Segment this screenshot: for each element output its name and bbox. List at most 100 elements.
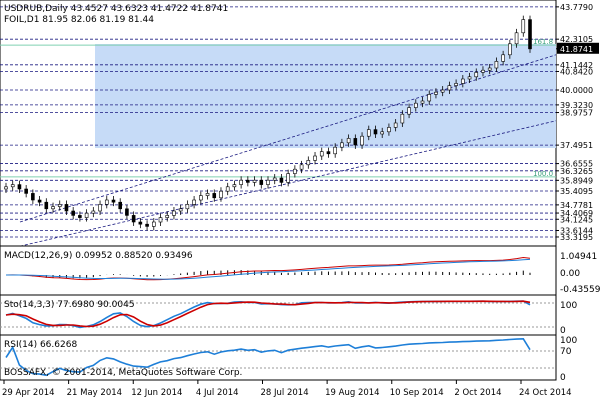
- sto-signal-line: [5, 300, 531, 328]
- candle-body-8: [57, 204, 62, 207]
- price-label-5: 40.0000: [560, 86, 593, 95]
- date-axis: 29 Apr 2014 21 May 2014 12 Jun 2014 4 Jul 2…: [2, 380, 572, 398]
- candle-body-65: [440, 89, 445, 93]
- price-panel[interactable]: 161.8 100.0 43.779042.310541.874141.14424…: [0, 0, 599, 247]
- candle-body-26: [178, 208, 183, 212]
- candle-body-18: [125, 208, 129, 216]
- candle-body-69: [467, 76, 472, 80]
- candle-body-56: [380, 131, 385, 135]
- candle-body-57: [387, 127, 391, 133]
- candle-body-33: [225, 186, 230, 192]
- date-label-0: 29 Apr 2014: [2, 388, 55, 398]
- macd-label: MACD(12,26,9) 0.09952 0.88520 0.93496: [4, 251, 193, 261]
- candle-body-73: [494, 61, 499, 69]
- candle-body-34: [232, 184, 237, 188]
- date-label-2: 12 Jun 2014: [131, 388, 182, 398]
- rsi-panel[interactable]: RSI(14) 66.6268 BOSSAFX, © 2001-2014, Me…: [0, 334, 577, 383]
- channel-upper-line: [19, 54, 557, 223]
- foil-header: FOIL,D1 81.95 82.06 81.19 81.44: [4, 15, 154, 25]
- horizontal-levels: 161.8 100.0: [0, 6, 556, 238]
- candle-body-70: [474, 72, 479, 78]
- price-label-14: 34.4069: [560, 209, 593, 218]
- candle-body-22: [151, 221, 156, 227]
- candle-body-41: [279, 177, 284, 183]
- candle-body-27: [185, 204, 190, 210]
- candle-body-61: [413, 102, 418, 108]
- current-price-box: [557, 42, 599, 54]
- fib-label-1: 100.0: [533, 170, 553, 178]
- candle-body-19: [131, 215, 136, 223]
- candle-body-12: [84, 212, 89, 218]
- copyright-text: BOSSAFX, © 2001-2014, MetaQuotes Softwar…: [4, 368, 242, 378]
- date-label-7: 2 Oct 2014: [454, 388, 501, 398]
- date-label-5: 19 Aug 2014: [325, 388, 379, 398]
- price-label-7: 38.9757: [560, 109, 593, 118]
- candle-body-3: [24, 188, 28, 194]
- macd-panel[interactable]: MACD(12,26,9) 0.09952 0.88520 0.93496 1.…: [0, 245, 600, 296]
- candle-body-21: [145, 223, 149, 227]
- candle-body-48: [326, 151, 331, 155]
- price-label-16: 33.6144: [560, 226, 593, 235]
- macd-scale-bottom: -0.43559: [560, 285, 600, 295]
- rsi-label: RSI(14) 66.6268: [4, 340, 77, 350]
- price-label-11: 35.8949: [560, 176, 593, 185]
- price-label-2: 41.8741: [560, 45, 593, 54]
- price-label-4: 40.8420: [560, 67, 593, 76]
- candle-body-31: [212, 193, 217, 199]
- candle-body-0: [4, 186, 8, 190]
- stochastic-panel[interactable]: Sto(14,3,3) 77.6980 90.0045 100 0: [0, 294, 577, 336]
- macd-signal-line: [6, 258, 531, 280]
- candle-body-64: [434, 91, 438, 95]
- price-label-9: 36.6555: [560, 160, 593, 169]
- fib-label-0: 161.8: [533, 38, 553, 46]
- candle-body-9: [64, 204, 69, 212]
- candle-body-38: [259, 179, 264, 185]
- candle-body-53: [360, 135, 364, 146]
- candle-body-52: [353, 138, 358, 146]
- candle-body-55: [373, 129, 378, 135]
- price-label-8: 37.4951: [560, 141, 593, 150]
- sto-scale-top: 100: [560, 301, 577, 311]
- candle-body-28: [192, 199, 196, 205]
- candle-body-13: [91, 210, 96, 214]
- candle-body-32: [219, 190, 223, 199]
- price-label-15: 34.1245: [560, 215, 593, 224]
- candle-body-11: [78, 215, 82, 218]
- candle-body-58: [393, 122, 398, 128]
- candle-body-62: [420, 100, 425, 104]
- macd-scale-zero: 0.00: [560, 269, 580, 279]
- candle-body-75: [508, 43, 512, 56]
- date-label-4: 28 Jul 2014: [261, 388, 309, 398]
- candle-body-78: [528, 19, 532, 50]
- candle-body-49: [333, 146, 337, 155]
- macd-main-line: [5, 256, 531, 281]
- candle-body-72: [487, 67, 492, 71]
- candle-body-2: [17, 184, 22, 190]
- candle-body-71: [481, 69, 485, 73]
- candle-body-46: [313, 155, 317, 161]
- symbol-header: USDRUB,Daily 43.4527 43.6323 41.4722 41.…: [4, 4, 228, 14]
- candle-body-17: [118, 201, 123, 210]
- price-label-1: 42.3105: [560, 35, 593, 44]
- candle-body-25: [172, 210, 176, 216]
- candle-body-40: [272, 177, 277, 181]
- candle-body-76: [514, 32, 519, 45]
- candle-body-6: [44, 201, 49, 210]
- price-label-6: 39.3230: [560, 101, 593, 110]
- candle-body-47: [319, 151, 324, 157]
- candle-body-77: [521, 19, 526, 34]
- candle-body-5: [37, 199, 42, 203]
- rsi-scale-bottom: 0: [560, 373, 566, 383]
- candle-body-67: [454, 83, 458, 86]
- candle-body-59: [400, 113, 405, 124]
- price-label-10: 36.3265: [560, 167, 593, 176]
- candle-body-66: [447, 85, 452, 91]
- candle-body-39: [266, 179, 270, 185]
- candle-body-24: [165, 215, 170, 218]
- candle-body-68: [461, 78, 465, 84]
- price-label-13: 34.7781: [560, 201, 593, 210]
- candle-body-60: [407, 107, 411, 115]
